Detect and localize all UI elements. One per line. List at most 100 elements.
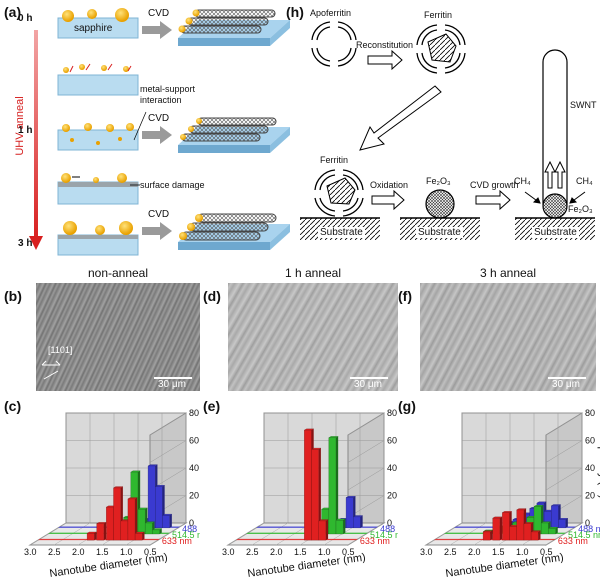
x-axis-title: Nanotube diameter (nm) [445, 551, 565, 579]
series-legend-label: 514.5 nm [568, 530, 600, 540]
bar-side [94, 531, 97, 541]
x-tick-label: 1.5 [294, 547, 307, 557]
time-arrow-shaft [34, 30, 38, 240]
series-legend-label: 514.5 nm [370, 530, 398, 540]
bar-front [147, 465, 156, 528]
bar-front [318, 520, 327, 541]
time-3h: 3 h [18, 238, 33, 249]
swnt-label: SWNT [570, 100, 597, 110]
bar-front [541, 522, 549, 535]
panel-d-label: (d) [203, 288, 221, 304]
z-tick-label: 0 [189, 518, 194, 528]
panel-e-label: (e) [203, 398, 221, 414]
z-tick-label: 40 [585, 463, 595, 473]
bar-front [530, 531, 539, 541]
crystal-direction-label: [1101] [48, 345, 73, 355]
ch4-right-label: CH₄ [576, 176, 593, 186]
scale-bar-f [548, 377, 586, 379]
panel-c-label: (c) [4, 398, 22, 414]
panel-a-diagram [29, 8, 290, 256]
bar-front [134, 533, 143, 541]
histogram-bar [144, 521, 156, 535]
z-tick-label: 80 [585, 408, 595, 418]
x-tick-label: 1.0 [516, 547, 529, 557]
x-tick-label: 3.0 [222, 547, 235, 557]
histogram-bar [530, 530, 542, 541]
bar-front [353, 516, 361, 528]
histogram-bar [547, 527, 559, 535]
z-tick-label: 60 [387, 436, 397, 446]
fe2o3-particle [425, 189, 455, 219]
x-tick-label: 3.0 [420, 547, 433, 557]
histogram-bar [318, 519, 329, 541]
sem-f-title: 3 h anneal [479, 266, 537, 280]
histogram-bar [501, 511, 513, 541]
x-tick-label: 0.5 [144, 547, 157, 557]
x-tick-label: 1.5 [492, 547, 505, 557]
z-tick-label: 40 [387, 463, 397, 473]
surface-damage-note: surface damage [140, 180, 205, 190]
x-tick-label: 1.0 [318, 547, 331, 557]
ferritin-schematic [300, 21, 595, 240]
bar-front [162, 515, 170, 528]
sapphire-label: sapphire [74, 23, 113, 34]
bar-side [159, 528, 162, 534]
bar-front [145, 522, 153, 535]
bar-side [169, 514, 172, 528]
scale-text-f: 30 μm [552, 379, 580, 390]
x-tick-label: 3.0 [24, 547, 37, 557]
panel-a: (a) UHV anneal [0, 0, 300, 260]
x-axis-title: Nanotube diameter (nm) [49, 551, 169, 579]
bar-front [86, 533, 95, 541]
x-tick-label: 2.0 [72, 547, 85, 557]
time-arrow-head [29, 236, 43, 250]
z-tick-label: 0 [585, 518, 590, 528]
bar-front [482, 531, 491, 541]
iron-core-top [427, 33, 457, 63]
histogram-bar [96, 522, 107, 541]
scale-text-d: 30 μm [354, 379, 382, 390]
bar-front [155, 486, 163, 528]
bar-front [304, 430, 312, 541]
histogram-bar [482, 530, 494, 541]
cnt-sample-3h [178, 213, 290, 250]
bar-side [555, 527, 558, 534]
cnt-sample-0h [178, 9, 290, 46]
bar-front [533, 506, 542, 535]
substrate-0h [57, 8, 139, 39]
x-tick-label: 2.0 [270, 547, 283, 557]
bar-side [103, 522, 107, 541]
histogram-bar [328, 436, 339, 535]
series-legend-label: 633 nm [162, 536, 192, 546]
x-tick-label: 2.5 [48, 547, 61, 557]
cvd-label-3h: CVD [148, 209, 170, 220]
bar-front [509, 526, 517, 541]
series-legend-label: 514.5 nm [172, 530, 200, 540]
bar-front [558, 519, 566, 528]
series-legend-label: 633 nm [360, 536, 390, 546]
bar-side [343, 518, 346, 534]
ferritin-left-label: Ferritin [320, 155, 349, 165]
bar-side [565, 518, 568, 528]
metal-support-note: metal-support interaction [140, 84, 196, 105]
bar-side [325, 519, 329, 541]
bar-front [502, 512, 510, 541]
histogram-bar [127, 497, 138, 541]
metal-support-callout [133, 111, 147, 141]
bar-side [135, 497, 138, 541]
bar-front [120, 520, 129, 541]
sem-d-title: 1 h anneal [284, 266, 342, 280]
bar-front [516, 509, 525, 541]
histogram-bar [335, 518, 346, 535]
ferritin-top-label: Ferritin [424, 10, 453, 20]
histogram-bar [151, 528, 163, 535]
bar-front [551, 505, 559, 528]
histogram-bar [161, 513, 173, 528]
substrate-label-3: Substrate [532, 227, 579, 238]
bar-front [328, 437, 337, 535]
cvd-growth-arrow [475, 189, 511, 211]
reconstitution-label: Reconstitution [356, 40, 414, 50]
substrate-label-2: Substrate [416, 227, 463, 238]
substrate-damage [57, 173, 139, 205]
substrate-1h [57, 123, 139, 151]
